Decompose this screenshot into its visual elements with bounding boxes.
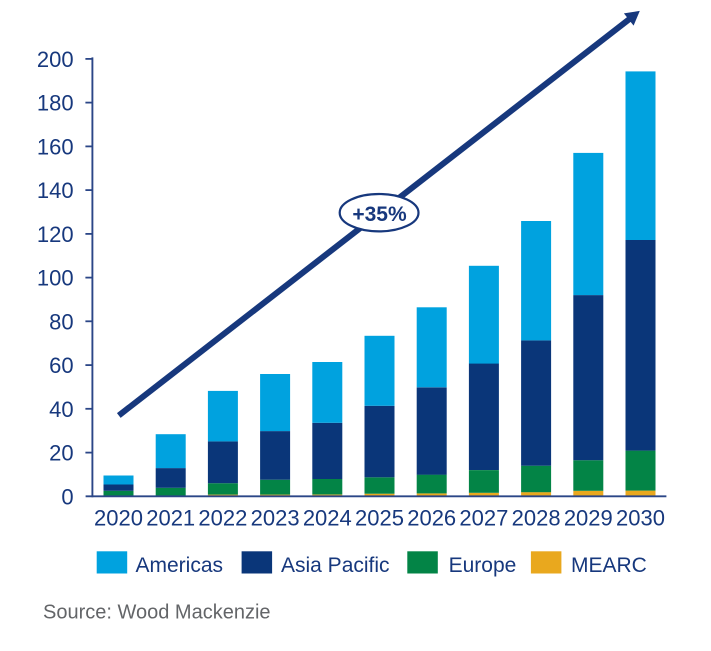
svg-text:0: 0 [61,484,73,509]
svg-text:120: 120 [37,222,74,247]
svg-text:2021: 2021 [146,506,195,531]
svg-text:Source: Wood Mackenzie: Source: Wood Mackenzie [43,602,271,624]
svg-text:140: 140 [37,178,74,203]
svg-text:MEARC: MEARC [571,554,647,577]
svg-text:Europe: Europe [449,554,517,577]
svg-text:2023: 2023 [251,506,300,531]
svg-text:Asia Pacific: Asia Pacific [281,554,390,577]
svg-text:200: 200 [37,47,74,72]
svg-text:2026: 2026 [407,506,456,531]
svg-text:60: 60 [49,353,73,378]
svg-text:2029: 2029 [564,506,613,531]
svg-text:2022: 2022 [198,506,247,531]
svg-text:2030: 2030 [616,506,665,531]
svg-text:2027: 2027 [459,506,508,531]
svg-text:180: 180 [37,91,74,116]
svg-text:2025: 2025 [355,506,404,531]
svg-text:40: 40 [49,397,73,422]
svg-text:80: 80 [49,309,73,334]
svg-text:2020: 2020 [94,506,143,531]
svg-text:Americas: Americas [136,554,224,577]
svg-text:2028: 2028 [512,506,561,531]
svg-text:+35%: +35% [352,203,407,226]
svg-text:2024: 2024 [303,506,352,531]
svg-text:20: 20 [49,441,73,466]
svg-text:100: 100 [37,266,74,291]
svg-text:160: 160 [37,135,74,160]
